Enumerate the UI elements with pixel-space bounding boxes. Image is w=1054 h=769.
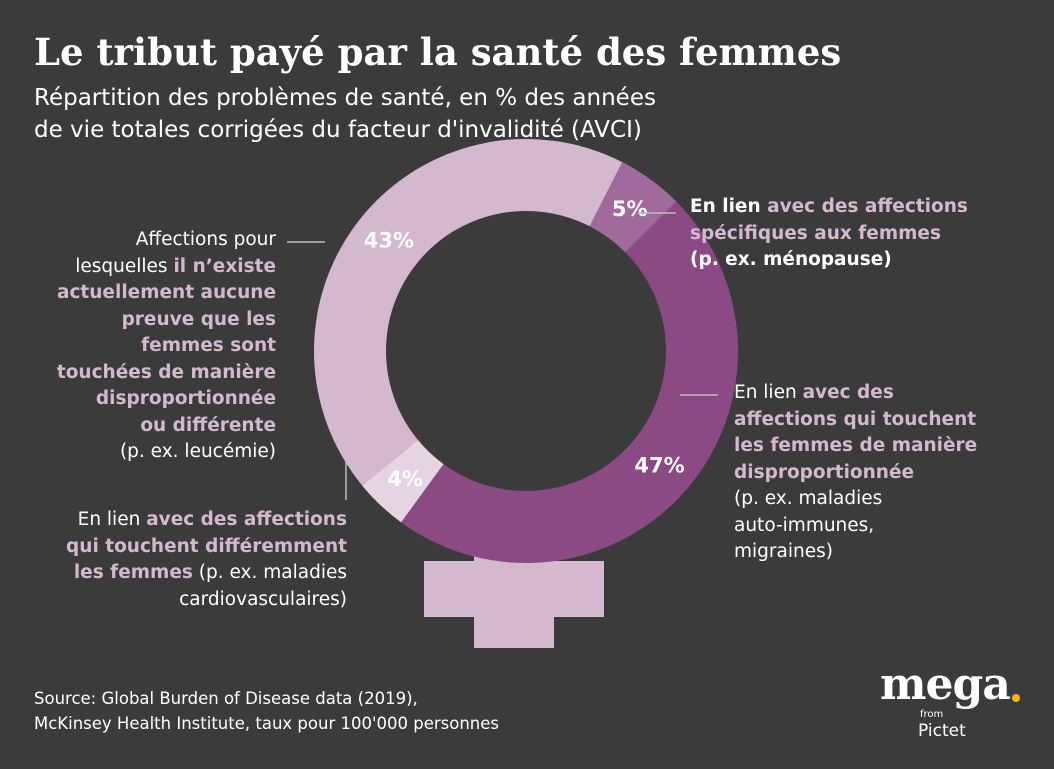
donut-slice-3	[314, 139, 623, 486]
chart-title: Le tribut payé par la santé des femmes	[34, 30, 842, 74]
annotation-specific: En lien avec des affections spécifiques …	[690, 196, 968, 270]
annotation-differently: En lien avec des affections qui touchent…	[66, 509, 347, 610]
donut-slice-0	[589, 162, 677, 253]
chart-subtitle: Répartition des problèmes de santé, en %…	[34, 82, 794, 146]
donut-slice-1	[401, 201, 738, 563]
source-note: Source: Global Burden of Disease data (2…	[34, 686, 499, 736]
logo-from: from	[920, 709, 944, 720]
source-line-2: McKinsey Health Institute, taux pour 100…	[34, 714, 499, 733]
donut-slice-label-0: 5%	[612, 197, 648, 221]
donut-slice-2	[362, 439, 444, 523]
logo-brand: Pictet	[918, 721, 966, 741]
logo-dot	[1012, 694, 1020, 702]
annotation-no-evidence: Affections pour lesquelles il n’existe a…	[56, 229, 276, 462]
donut-slice-label-3: 43%	[364, 229, 414, 253]
subtitle-line-2: de vie totales corrigées du facteur d'in…	[34, 117, 642, 143]
subtitle-line-1: Répartition des problèmes de santé, en %…	[34, 85, 656, 111]
mega-pictet-logo: mega from Pictet	[880, 660, 1030, 750]
source-line-1: Source: Global Burden of Disease data (2…	[34, 689, 418, 708]
logo-word: mega	[880, 659, 1011, 710]
donut-slices	[314, 139, 738, 563]
venus-cross-horizontal	[424, 561, 604, 617]
donut-slice-label-1: 47%	[634, 454, 684, 478]
donut-slice-label-2: 4%	[387, 467, 423, 491]
annotation-disproportionate: En lien avec des affections qui touchent…	[734, 382, 978, 562]
donut-slice-labels: 5% 47% 4% 43%	[364, 197, 685, 491]
